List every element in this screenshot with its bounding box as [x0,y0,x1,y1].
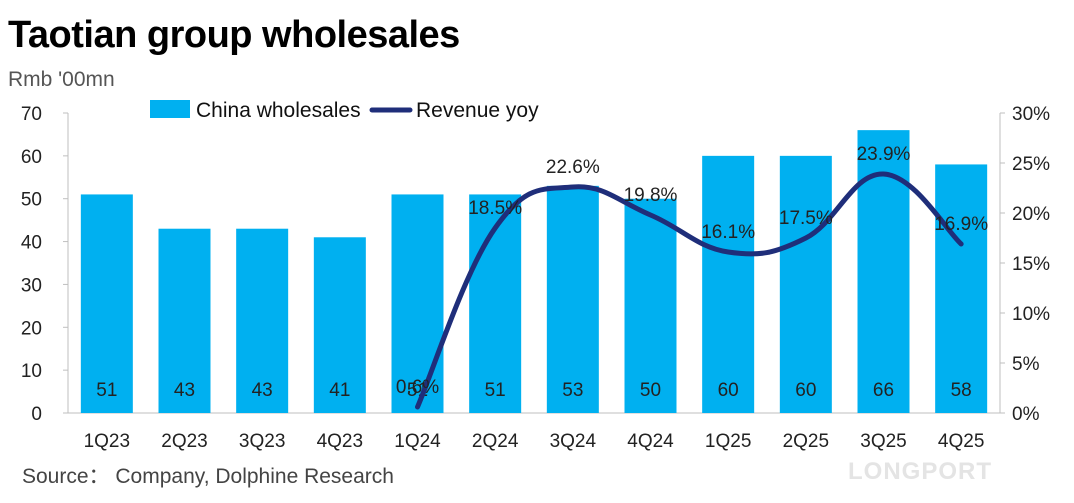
bar-china-wholesales [236,228,289,413]
legend-swatch-china-wholesales [150,100,190,118]
left-axis-tick-label: 30 [21,275,42,296]
x-axis-tick-label: 4Q25 [938,431,984,452]
yoy-value-label: 16.9% [934,214,988,235]
bar-china-wholesales [158,228,211,413]
left-axis-tick-label: 50 [21,190,42,211]
right-axis-tick-label: 0% [1012,404,1040,425]
right-axis-tick-label: 5% [1012,354,1040,375]
bar-china-wholesales [80,194,133,413]
yoy-value-label: 18.5% [468,198,522,219]
bar-value-label: 51 [485,380,506,401]
bar-value-label: 43 [174,380,195,401]
right-axis-tick-label: 10% [1012,304,1050,325]
left-axis-tick-label: 40 [21,233,42,254]
bar-value-label: 51 [96,380,117,401]
x-axis-tick-label: 4Q23 [317,431,363,452]
unit-label: Rmb '00mn [8,68,115,91]
x-axis-tick-label: 3Q23 [239,431,285,452]
right-axis-tick-label: 15% [1012,254,1050,275]
bar-china-wholesales [779,155,832,413]
yoy-value-label: 19.8% [624,185,678,206]
x-axis-tick-label: 1Q25 [705,431,751,452]
bar-china-wholesales [702,155,755,413]
bar-china-wholesales [624,198,677,413]
yoy-value-label: 0.6% [396,377,439,398]
bar-value-label: 53 [562,380,583,401]
bar-value-label: 58 [951,380,972,401]
bar-china-wholesales [313,237,366,413]
bar-china-wholesales [935,164,988,413]
source-note: Source： Company, Dolphine Research [22,465,394,488]
left-axis-tick-label: 0 [31,404,42,425]
legend-label-revenue-yoy: Revenue yoy [416,99,539,122]
x-axis-tick-label: 2Q23 [161,431,207,452]
bar-value-label: 43 [252,380,273,401]
x-axis-tick-label: 3Q25 [860,431,906,452]
line-revenue-yoy [415,171,964,410]
bar-china-wholesales [546,185,599,413]
yoy-value-label: 17.5% [779,208,833,229]
bar-value-label: 60 [718,380,739,401]
x-axis-tick-label: 2Q24 [472,431,519,452]
legend-label-china-wholesales: China wholesales [196,99,361,122]
x-axis-tick-label: 2Q25 [783,431,829,452]
x-axis-tick-label: 1Q23 [84,431,130,452]
right-axis-tick-label: 25% [1012,154,1050,175]
yoy-value-label: 23.9% [857,144,911,165]
bar-china-wholesales [391,194,444,413]
bar-value-label: 66 [873,380,894,401]
chart-title: Taotian group wholesales [8,14,460,56]
left-axis-tick-label: 10 [21,361,42,382]
x-axis-tick-label: 4Q24 [627,431,674,452]
left-axis-tick-label: 20 [21,318,42,339]
left-axis-tick-label: 70 [21,104,42,125]
x-axis-tick-label: 3Q24 [550,431,597,452]
right-axis-tick-label: 20% [1012,204,1050,225]
right-axis-tick-label: 30% [1012,104,1050,125]
left-axis-tick-label: 60 [21,147,42,168]
brand-watermark: LONGPORT [848,458,992,485]
bar-value-label: 60 [795,380,816,401]
x-axis-tick-label: 1Q24 [394,431,441,452]
yoy-value-label: 22.6% [546,157,600,178]
bar-value-label: 41 [329,380,350,401]
bar-value-label: 50 [640,380,661,401]
yoy-value-label: 16.1% [701,222,755,243]
